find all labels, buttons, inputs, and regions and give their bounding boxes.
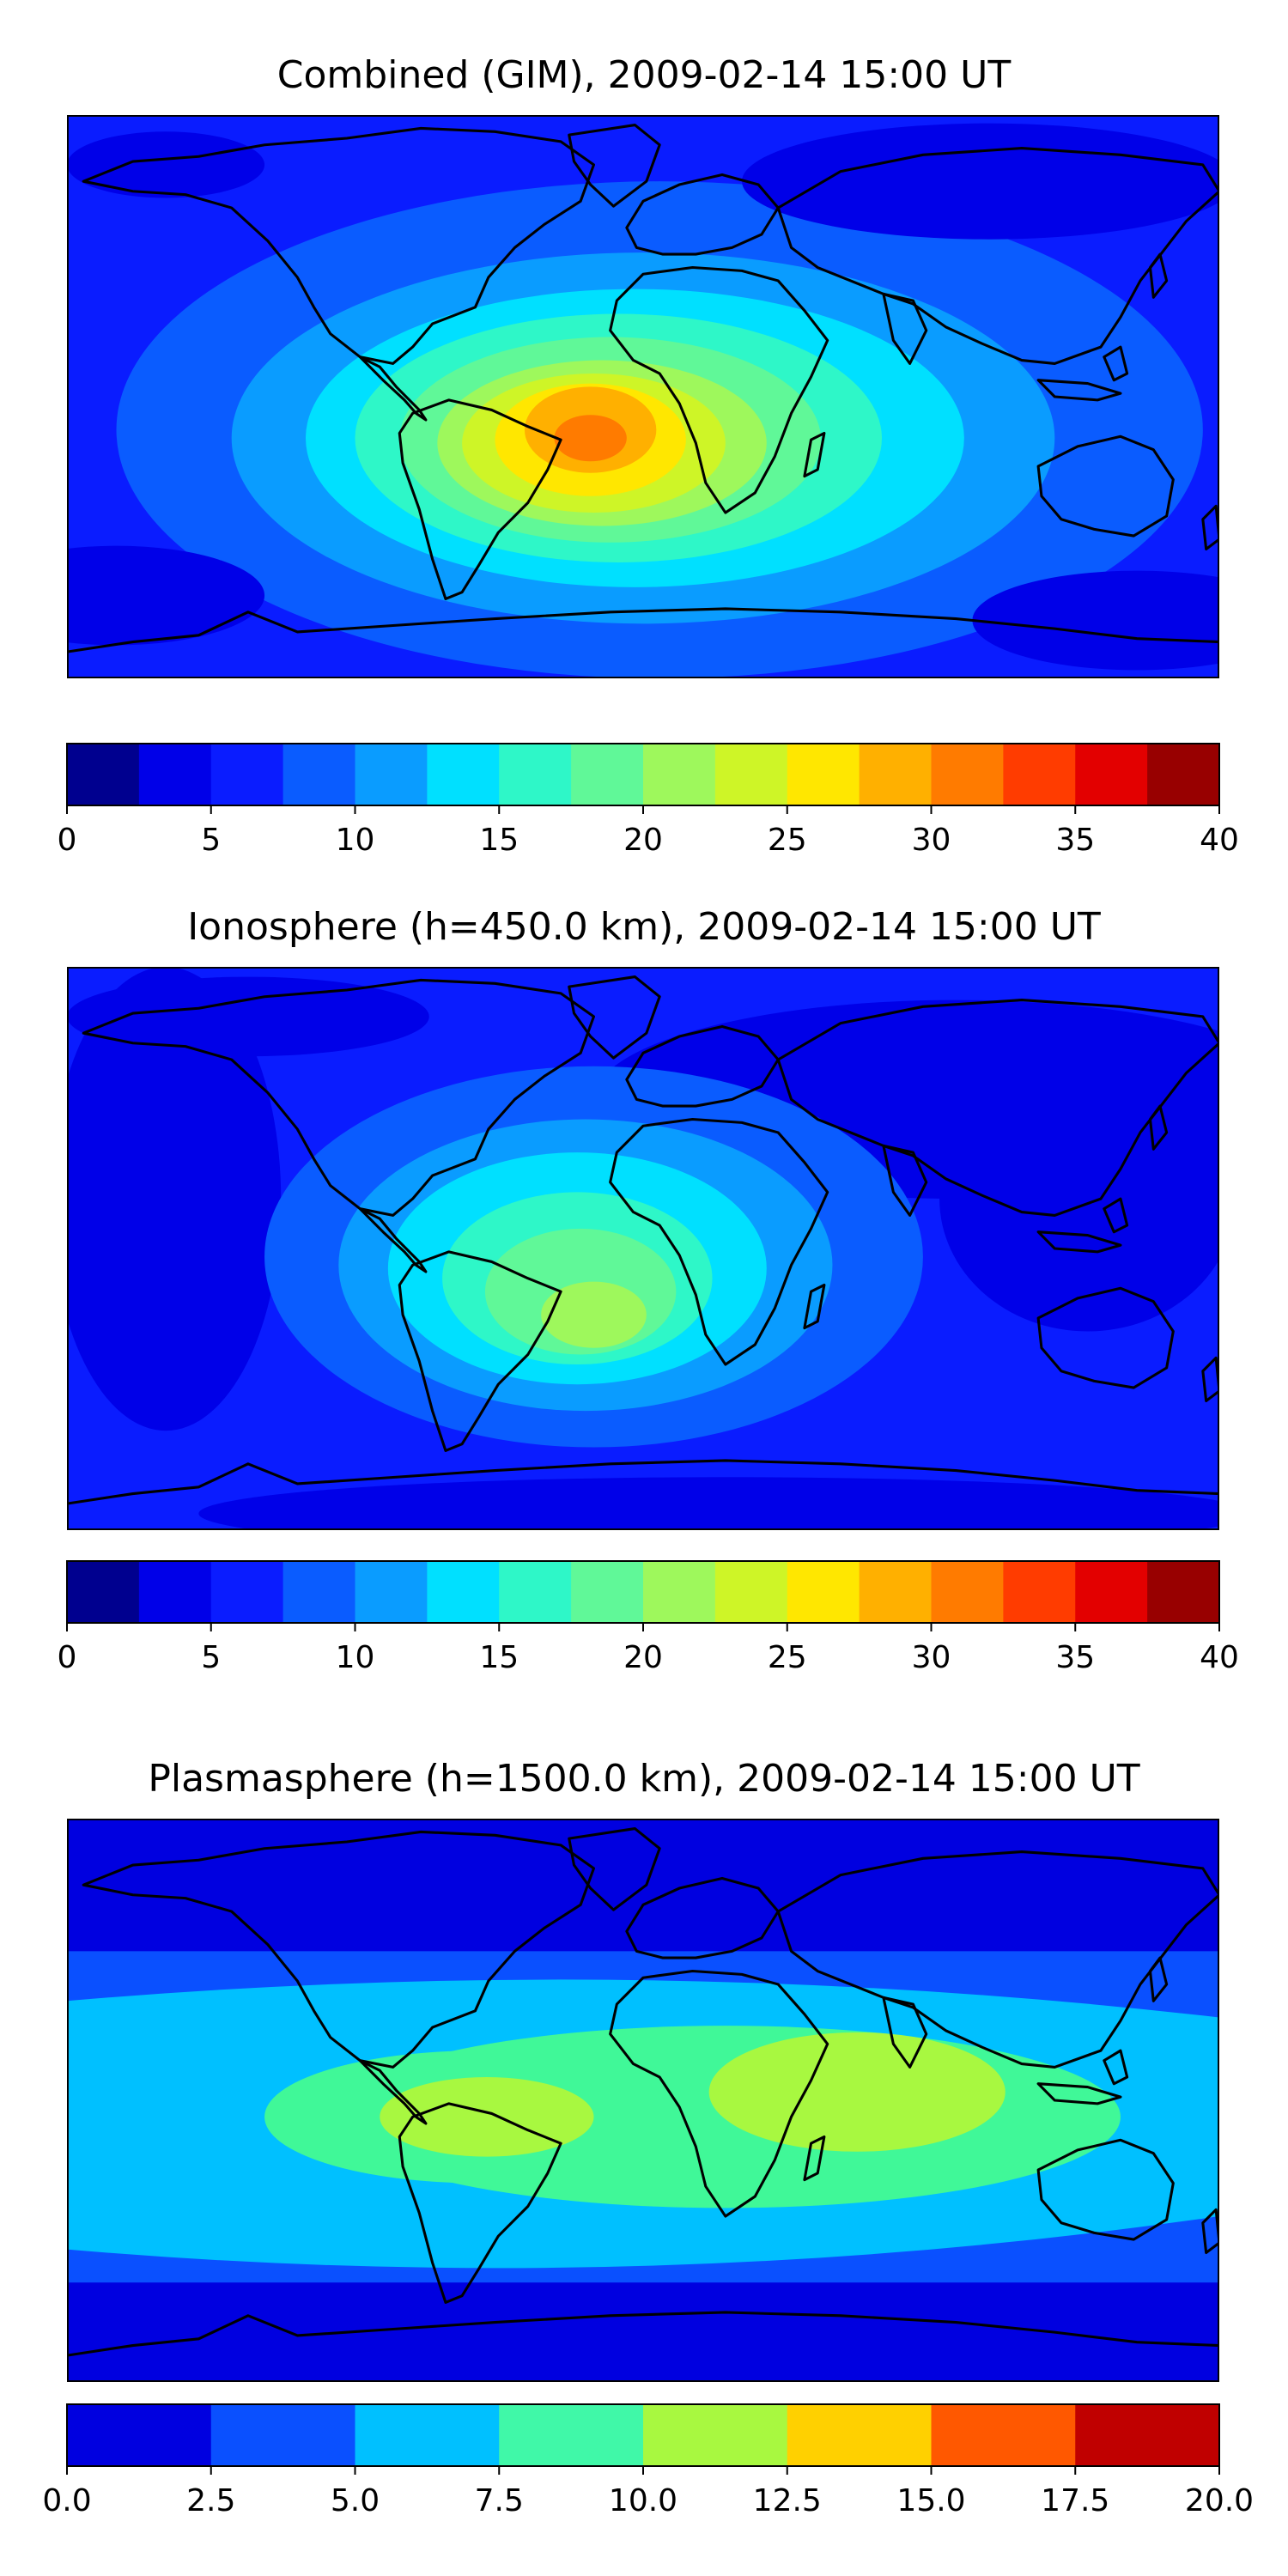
- colorbar-tick-label: 5.0: [331, 2483, 380, 2518]
- colorbar-segment: [859, 1561, 932, 1623]
- colorbar-segment: [859, 744, 932, 805]
- panel-title: Plasmasphere (h=1500.0 km), 2009-02-14 1…: [148, 1757, 1139, 1801]
- colorbar-tick-label: 30: [912, 823, 951, 858]
- colorbar-tick-label: 0: [58, 1640, 77, 1675]
- colorbar-tick-label: 0.0: [42, 2483, 91, 2518]
- colorbar-tick-label: 0: [58, 823, 77, 858]
- colorbar-combined: 0 5 10 15 20 25 30 35 40: [58, 743, 1239, 858]
- colorbar-segment: [427, 744, 500, 805]
- colorbar-segment: [138, 744, 212, 805]
- colorbar-plasmasphere: 0.0 2.5 5.0 7.5 10.0 12.5 15.0 17.5 20.0: [42, 2403, 1254, 2518]
- colorbar-tick-label: 30: [912, 1640, 951, 1675]
- colorbar-segment: [427, 1561, 500, 1623]
- colorbar-segment: [138, 1561, 212, 1623]
- map-plasmasphere: [67, 1819, 1219, 2382]
- map-ionosphere: [67, 967, 1219, 1530]
- colorbar-tick-label: 25: [768, 823, 807, 858]
- colorbar-segment: [787, 744, 860, 805]
- colorbar-segment: [787, 1561, 860, 1623]
- colorbar-segment: [67, 2404, 212, 2466]
- colorbar-tick-label: 20.0: [1185, 2483, 1254, 2518]
- colorbar-segment: [643, 1561, 716, 1623]
- colorbar-segment: [1147, 1561, 1220, 1623]
- panel-title: Combined (GIM), 2009-02-14 15:00 UT: [277, 53, 1012, 97]
- colorbar-tick-label: 35: [1055, 1640, 1095, 1675]
- panel-combined: Combined (GIM), 2009-02-14 15:00 UT 0 5 10…: [58, 53, 1239, 858]
- colorbar-segment: [355, 2404, 500, 2466]
- colorbar-segment: [1075, 2404, 1220, 2466]
- colorbar-segment: [355, 744, 428, 805]
- colorbar-segment: [499, 1561, 572, 1623]
- colorbar-tick-label: 20: [623, 823, 663, 858]
- colorbar-segment: [931, 744, 1004, 805]
- colorbar-segment: [1147, 744, 1220, 805]
- colorbar-tick-label: 17.5: [1041, 2483, 1109, 2518]
- colorbar-segment: [931, 1561, 1004, 1623]
- map-combined: [67, 115, 1219, 678]
- colorbar-segment: [643, 2404, 788, 2466]
- colorbar-tick-label: 25: [768, 1640, 807, 1675]
- colorbar-segment: [283, 744, 355, 805]
- colorbar-tick-label: 15.0: [896, 2483, 965, 2518]
- colorbar-segment: [714, 744, 788, 805]
- colorbar-segment: [1003, 744, 1076, 805]
- colorbar-segment: [67, 744, 140, 805]
- colorbar-segment: [210, 1561, 284, 1623]
- colorbar-segment: [931, 2404, 1076, 2466]
- colorbar-tick-label: 2.5: [186, 2483, 235, 2518]
- colorbar-segment: [1075, 744, 1148, 805]
- colorbar-tick-label: 5: [201, 823, 221, 858]
- colorbar-tick-label: 15: [479, 1640, 519, 1675]
- colorbar-tick-label: 7.5: [475, 2483, 524, 2518]
- colorbar-segment: [571, 1561, 644, 1623]
- colorbar-segment: [283, 1561, 355, 1623]
- colorbar-tick-label: 5: [201, 1640, 221, 1675]
- panel-plasmasphere: Plasmasphere (h=1500.0 km), 2009-02-14 1…: [42, 1757, 1254, 2518]
- colorbar-tick-label: 35: [1055, 823, 1095, 858]
- colorbar-tick-label: 10: [336, 1640, 375, 1675]
- colorbar-tick-label: 10: [336, 823, 375, 858]
- colorbar-segment: [571, 744, 644, 805]
- colorbar-segment: [67, 1561, 140, 1623]
- colorbar-segment: [499, 2404, 644, 2466]
- colorbar-segment: [499, 744, 572, 805]
- colorbar-tick-label: 20: [623, 1640, 663, 1675]
- colorbar-tick-label: 12.5: [753, 2483, 822, 2518]
- colorbar-segment: [1075, 1561, 1148, 1623]
- colorbar-segment: [210, 2404, 355, 2466]
- colorbar-segment: [355, 1561, 428, 1623]
- colorbar-tick-label: 15: [479, 823, 519, 858]
- panel-ionosphere: Ionosphere (h=450.0 km), 2009-02-14 15:0…: [58, 905, 1239, 1675]
- colorbar-segment: [1003, 1561, 1076, 1623]
- colorbar-tick-label: 40: [1200, 1640, 1239, 1675]
- colorbar-ionosphere: 0 5 10 15 20 25 30 35 40: [58, 1560, 1239, 1675]
- colorbar-tick-label: 10.0: [609, 2483, 677, 2518]
- panel-title: Ionosphere (h=450.0 km), 2009-02-14 15:0…: [187, 905, 1101, 949]
- colorbar-segment: [714, 1561, 788, 1623]
- colorbar-tick-label: 40: [1200, 823, 1239, 858]
- colorbar-segment: [210, 744, 284, 805]
- colorbar-segment: [643, 744, 716, 805]
- colorbar-segment: [787, 2404, 932, 2466]
